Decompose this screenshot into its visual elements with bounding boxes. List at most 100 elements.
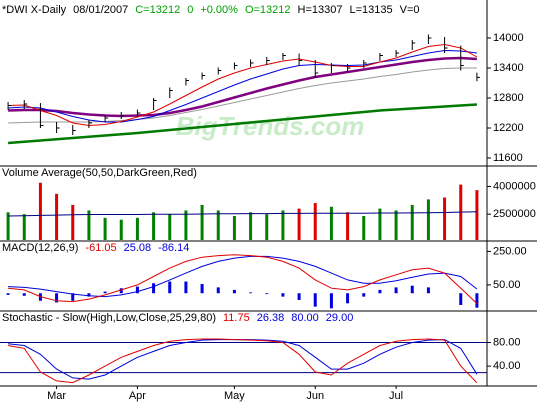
bar: [87, 293, 91, 297]
y-tick-label: 12200: [493, 122, 524, 134]
bar: [22, 293, 26, 296]
bar: [38, 182, 42, 240]
line-series: [8, 56, 477, 118]
bar: [184, 281, 188, 294]
header-part: O=13212: [245, 4, 291, 16]
bar: [265, 293, 269, 295]
y-tick-label: 80.00: [493, 336, 521, 348]
x-tick-label: May: [224, 390, 245, 402]
bar: [103, 291, 107, 294]
y-tick-label: 250.00: [493, 245, 527, 257]
panel-header: *DWI X-Daily 08/01/2007 C=13212 0 +0.00% O=13…: [2, 4, 420, 16]
bar: [55, 293, 59, 303]
bar: [297, 293, 301, 300]
header-part: 08/01/2007: [73, 4, 128, 16]
y-tick-label: 50.00: [493, 279, 521, 291]
bar: [313, 203, 317, 240]
header-part: C=13212: [135, 4, 180, 16]
bar: [459, 293, 463, 305]
x-tick-label: Jul: [389, 390, 403, 402]
x-tick-label: Mar: [47, 390, 66, 402]
panel-header: Stochastic - Slow(High,Low,Close,25,29,8…: [2, 312, 353, 324]
header-part: Stochastic - Slow(High,Low,Close,25,29,8…: [2, 312, 216, 324]
bar: [71, 293, 75, 301]
header-part: MACD(12,26,9): [2, 242, 78, 254]
header-part: -61.05: [85, 242, 116, 254]
header-part: V=0: [400, 4, 420, 16]
line-series: [8, 67, 477, 124]
bar: [346, 212, 350, 240]
bar: [426, 199, 430, 240]
bar: [168, 214, 172, 240]
y-tick-label: 12800: [493, 92, 524, 104]
bar: [71, 204, 75, 240]
bar: [394, 210, 398, 240]
x-tick-label: Apr: [129, 390, 146, 402]
bar: [232, 289, 236, 294]
y-tick-label: 11600: [493, 152, 523, 164]
bar: [55, 193, 59, 240]
bar: [410, 204, 414, 240]
header-part: *DWI X-Daily: [2, 4, 67, 16]
header-part: 29.00: [326, 312, 354, 324]
header-part: 11.75: [223, 312, 250, 324]
bar: [378, 289, 382, 294]
header-part: 0: [187, 4, 193, 16]
bar: [378, 208, 382, 240]
y-tick-label: 2500000: [493, 208, 536, 220]
bar: [200, 204, 204, 240]
panel-header: MACD(12,26,9) -61.05 25.08 -86.14: [2, 242, 189, 254]
y-tick-label: 4000000: [493, 180, 536, 192]
header-part: 25.08: [124, 242, 152, 254]
bar: [297, 208, 301, 240]
bar: [281, 293, 285, 297]
bar: [313, 293, 317, 307]
bar: [152, 283, 156, 294]
bar: [249, 212, 253, 240]
bar: [475, 190, 479, 240]
bar: [119, 288, 123, 294]
header-part: Volume Average(50,50,DarkGreen,Red): [2, 167, 197, 179]
bar: [443, 197, 447, 240]
line-series: [8, 49, 477, 123]
bar: [475, 293, 479, 308]
bar: [168, 281, 172, 294]
y-tick-label: 40.00: [493, 360, 521, 372]
header-part: H=13307: [298, 4, 343, 16]
x-tick-label: Jun: [306, 390, 324, 402]
bar: [152, 212, 156, 240]
bar: [6, 212, 10, 240]
bar: [6, 293, 10, 295]
bar: [362, 293, 366, 297]
bar: [216, 210, 220, 240]
bar: [184, 210, 188, 240]
header-part: L=13135: [350, 4, 393, 16]
bar: [362, 216, 366, 240]
header-part: 26.38: [257, 312, 285, 324]
bar: [249, 292, 253, 294]
bar: [22, 214, 26, 240]
bar: [87, 210, 91, 240]
bar: [410, 285, 414, 294]
line-series: [8, 338, 478, 384]
header-part: +0.00%: [200, 4, 238, 16]
bar: [265, 214, 269, 240]
panel-header: Volume Average(50,50,DarkGreen,Red): [2, 167, 197, 179]
bar: [216, 287, 220, 294]
bar: [200, 284, 204, 294]
bar: [394, 287, 398, 294]
line-series: [8, 211, 477, 217]
y-tick-label: 14000: [493, 32, 524, 44]
header-part: 80.00: [291, 312, 319, 324]
line-series: [8, 254, 478, 304]
bar: [426, 287, 430, 294]
bar: [232, 216, 236, 240]
bar: [135, 217, 139, 240]
bar: [281, 210, 285, 240]
bar: [103, 217, 107, 240]
bar: [346, 293, 350, 304]
y-tick-label: 13400: [493, 62, 524, 74]
